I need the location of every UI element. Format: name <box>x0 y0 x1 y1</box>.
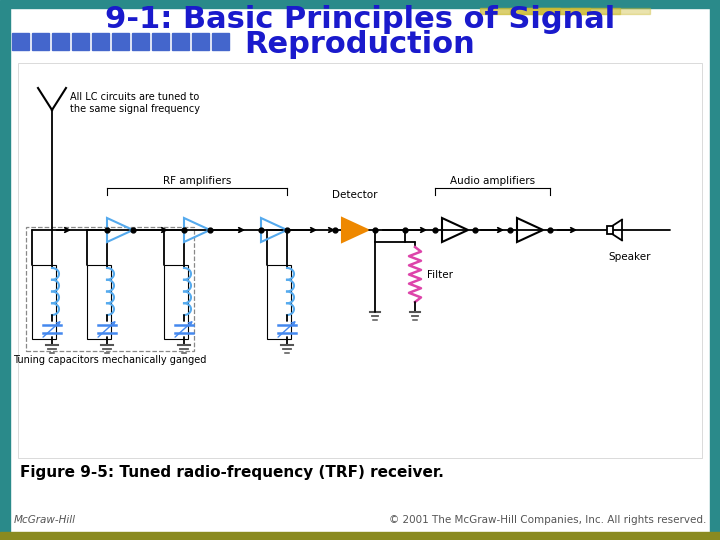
Bar <box>480 8 560 14</box>
Bar <box>92 33 109 50</box>
Bar <box>607 226 613 234</box>
Text: Detector: Detector <box>332 190 378 200</box>
Bar <box>32 265 56 339</box>
Bar <box>72 33 89 50</box>
Text: Tuning capacitors mechanically ganged: Tuning capacitors mechanically ganged <box>13 355 207 365</box>
Text: Audio amplifiers: Audio amplifiers <box>450 176 535 186</box>
Bar <box>18 63 702 458</box>
Text: © 2001 The McGraw-Hill Companies, Inc. All rights reserved.: © 2001 The McGraw-Hill Companies, Inc. A… <box>389 515 706 525</box>
Text: Filter: Filter <box>427 269 453 280</box>
Bar <box>510 8 590 14</box>
Bar <box>0 0 10 540</box>
Bar <box>10 0 710 8</box>
Polygon shape <box>342 218 368 242</box>
Text: McGraw-Hill: McGraw-Hill <box>14 515 76 525</box>
Bar <box>0 532 720 540</box>
Bar <box>12 33 29 50</box>
Bar <box>172 33 189 50</box>
Bar <box>152 33 169 50</box>
Bar <box>192 33 209 50</box>
Bar <box>212 33 229 50</box>
Bar <box>164 265 188 339</box>
Text: Reproduction: Reproduction <box>245 30 475 59</box>
Bar <box>112 33 129 50</box>
Bar <box>710 0 720 540</box>
Text: All LC circuits are tuned to
the same signal frequency: All LC circuits are tuned to the same si… <box>70 92 200 113</box>
Bar <box>570 8 650 14</box>
Text: Figure 9-5: Tuned radio-frequency (TRF) receiver.: Figure 9-5: Tuned radio-frequency (TRF) … <box>20 465 444 480</box>
Bar <box>32 33 49 50</box>
Bar <box>267 265 291 339</box>
Text: 9-1: Basic Principles of Signal: 9-1: Basic Principles of Signal <box>105 5 615 34</box>
Bar <box>87 265 111 339</box>
Bar <box>52 33 69 50</box>
Bar <box>132 33 149 50</box>
Bar <box>26 227 194 351</box>
Text: Speaker: Speaker <box>608 252 652 262</box>
Bar <box>540 8 620 14</box>
Text: RF amplifiers: RF amplifiers <box>163 176 231 186</box>
